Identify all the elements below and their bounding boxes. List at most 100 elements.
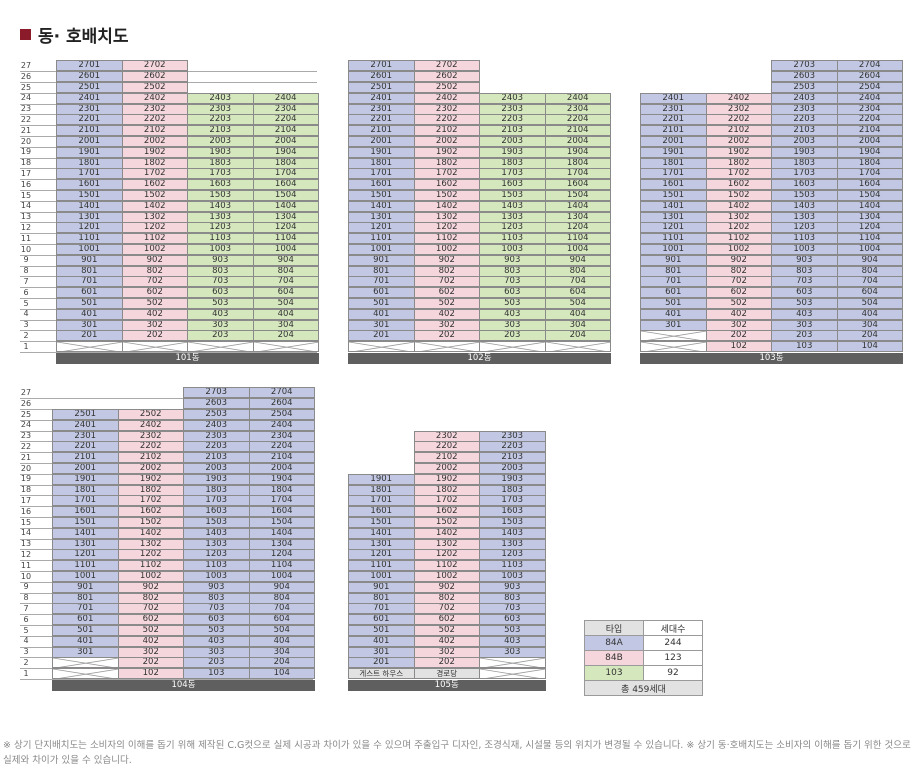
unit-cell[interactable]: 1302: [413, 538, 480, 550]
unit-cell[interactable]: 1503: [479, 517, 546, 528]
unit-cell[interactable]: 2202: [413, 441, 480, 453]
unit-cell[interactable]: 1603: [479, 179, 546, 191]
unit-cell[interactable]: 1401: [52, 527, 119, 539]
unit-cell[interactable]: 1601: [348, 506, 415, 518]
unit-cell[interactable]: 1604: [544, 179, 611, 191]
unit-cell[interactable]: 2103: [187, 125, 254, 137]
unit-cell[interactable]: 1603: [187, 179, 254, 191]
unit-cell[interactable]: 2601: [56, 71, 123, 83]
unit-cell[interactable]: 701: [348, 276, 415, 288]
unit-cell[interactable]: 1902: [413, 473, 480, 485]
unit-cell[interactable]: 803: [183, 592, 250, 604]
unit-cell[interactable]: 2504: [248, 409, 315, 420]
unit-cell[interactable]: 1601: [56, 179, 123, 191]
unit-cell[interactable]: 2203: [183, 441, 250, 453]
unit-cell[interactable]: 1403: [187, 200, 254, 212]
unit-cell[interactable]: 204: [544, 330, 611, 342]
unit-cell[interactable]: 402: [413, 635, 480, 647]
unit-cell[interactable]: 804: [836, 265, 903, 277]
unit-cell[interactable]: 2102: [705, 125, 772, 137]
unit-cell[interactable]: 301: [56, 319, 123, 331]
unit-cell[interactable]: 1302: [705, 211, 772, 223]
unit-cell[interactable]: 2102: [121, 125, 188, 137]
unit-cell[interactable]: 403: [479, 308, 546, 320]
unit-cell[interactable]: 703: [479, 603, 546, 615]
unit-cell[interactable]: 404: [248, 635, 315, 647]
unit-cell[interactable]: 1601: [640, 179, 707, 191]
unit-cell[interactable]: 503: [479, 625, 546, 636]
unit-cell[interactable]: 903: [771, 254, 838, 266]
unit-cell[interactable]: 1303: [187, 211, 254, 223]
unit-cell[interactable]: 2104: [836, 125, 903, 137]
unit-cell[interactable]: 2003: [183, 463, 250, 474]
unit-cell[interactable]: 2403: [771, 92, 838, 104]
unit-cell[interactable]: 203: [183, 657, 250, 669]
unit-cell[interactable]: 201: [348, 330, 415, 342]
unit-cell[interactable]: 2202: [705, 114, 772, 126]
unit-cell[interactable]: 1803: [771, 157, 838, 169]
unit-cell[interactable]: 104: [248, 668, 315, 680]
unit-cell[interactable]: 2103: [183, 452, 250, 464]
unit-cell[interactable]: 1603: [771, 179, 838, 191]
unit-cell[interactable]: 304: [252, 319, 319, 331]
unit-cell[interactable]: 704: [252, 276, 319, 288]
unit-cell[interactable]: 2102: [413, 125, 480, 137]
unit-cell[interactable]: 1104: [248, 560, 315, 572]
unit-cell[interactable]: 403: [187, 308, 254, 320]
unit-cell[interactable]: 1803: [479, 484, 546, 496]
unit-cell[interactable]: 2103: [479, 452, 546, 464]
unit-cell[interactable]: 503: [479, 298, 546, 309]
unit-cell[interactable]: 2002: [705, 136, 772, 147]
unit-cell[interactable]: 1602: [705, 179, 772, 191]
unit-cell[interactable]: 802: [117, 592, 184, 604]
unit-cell[interactable]: 803: [771, 265, 838, 277]
unit-cell[interactable]: 502: [413, 298, 480, 309]
unit-cell[interactable]: 1701: [56, 168, 123, 180]
unit-cell[interactable]: 1503: [187, 190, 254, 201]
unit-cell[interactable]: 501: [52, 625, 119, 636]
unit-cell[interactable]: 1104: [252, 233, 319, 245]
unit-cell[interactable]: 1404: [544, 200, 611, 212]
unit-cell[interactable]: 2703: [771, 60, 838, 72]
unit-cell[interactable]: 1201: [56, 222, 123, 234]
unit-cell[interactable]: 601: [348, 614, 415, 626]
unit-cell[interactable]: 1902: [121, 146, 188, 158]
unit-cell[interactable]: 901: [348, 581, 415, 593]
unit-cell[interactable]: 603: [771, 287, 838, 299]
unit-cell[interactable]: 2002: [413, 463, 480, 474]
unit-cell[interactable]: 2504: [836, 82, 903, 93]
unit-cell[interactable]: 102: [705, 341, 772, 353]
unit-cell[interactable]: 2002: [121, 136, 188, 147]
unit-cell[interactable]: 2303: [479, 430, 546, 442]
unit-cell[interactable]: 401: [348, 308, 415, 320]
unit-cell[interactable]: 903: [183, 581, 250, 593]
unit-cell[interactable]: 204: [248, 657, 315, 669]
unit-cell[interactable]: 2104: [248, 452, 315, 464]
unit-cell[interactable]: 2203: [479, 114, 546, 126]
unit-cell[interactable]: 2304: [248, 430, 315, 442]
unit-cell[interactable]: 2404: [252, 92, 319, 104]
unit-cell[interactable]: 1703: [771, 168, 838, 180]
unit-cell[interactable]: 2501: [348, 82, 415, 93]
unit-cell[interactable]: 1102: [413, 233, 480, 245]
unit-cell[interactable]: 1101: [348, 233, 415, 245]
unit-cell[interactable]: 2303: [187, 103, 254, 115]
unit-cell[interactable]: 202: [121, 330, 188, 342]
unit-cell[interactable]: 2202: [413, 114, 480, 126]
unit-cell[interactable]: 1701: [348, 168, 415, 180]
unit-cell[interactable]: 1501: [348, 190, 415, 201]
unit-cell[interactable]: 2303: [183, 430, 250, 442]
unit-cell[interactable]: 501: [56, 298, 123, 309]
unit-cell[interactable]: 1303: [479, 538, 546, 550]
unit-cell[interactable]: 701: [640, 276, 707, 288]
unit-cell[interactable]: 1704: [544, 168, 611, 180]
unit-cell[interactable]: 1602: [413, 179, 480, 191]
unit-cell[interactable]: 302: [121, 319, 188, 331]
unit-cell[interactable]: 1801: [348, 484, 415, 496]
unit-cell[interactable]: 804: [248, 592, 315, 604]
unit-cell[interactable]: 901: [52, 581, 119, 593]
unit-cell[interactable]: 1704: [836, 168, 903, 180]
unit-cell[interactable]: 603: [183, 614, 250, 626]
unit-cell[interactable]: 201: [56, 330, 123, 342]
unit-cell[interactable]: 501: [640, 298, 707, 309]
